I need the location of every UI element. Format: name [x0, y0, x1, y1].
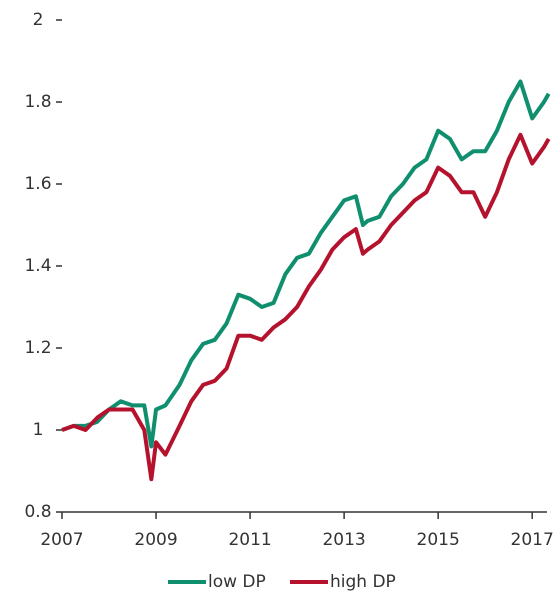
y-tick-label: 1.2: [24, 338, 51, 358]
y-tick-label: 2: [33, 10, 44, 30]
y-tick-label: 1: [33, 420, 44, 440]
y-tick-label: 1.4: [24, 256, 51, 276]
legend-label: low DP: [208, 572, 266, 592]
series-line: [61, 79, 551, 449]
x-tick-label: 2013: [322, 530, 365, 550]
y-tick-label: 0.8: [24, 502, 51, 522]
series-line: [61, 132, 551, 482]
y-tick-label: 1.6: [24, 174, 51, 194]
legend-label: high DP: [330, 572, 396, 592]
x-tick-label: 2007: [40, 530, 83, 550]
x-tick-label: 2009: [134, 530, 177, 550]
x-tick-label: 2015: [417, 530, 460, 550]
x-tick-label: 2017: [511, 530, 554, 550]
y-tick-label: 1.8: [24, 92, 51, 112]
x-tick-label: 2011: [228, 530, 271, 550]
